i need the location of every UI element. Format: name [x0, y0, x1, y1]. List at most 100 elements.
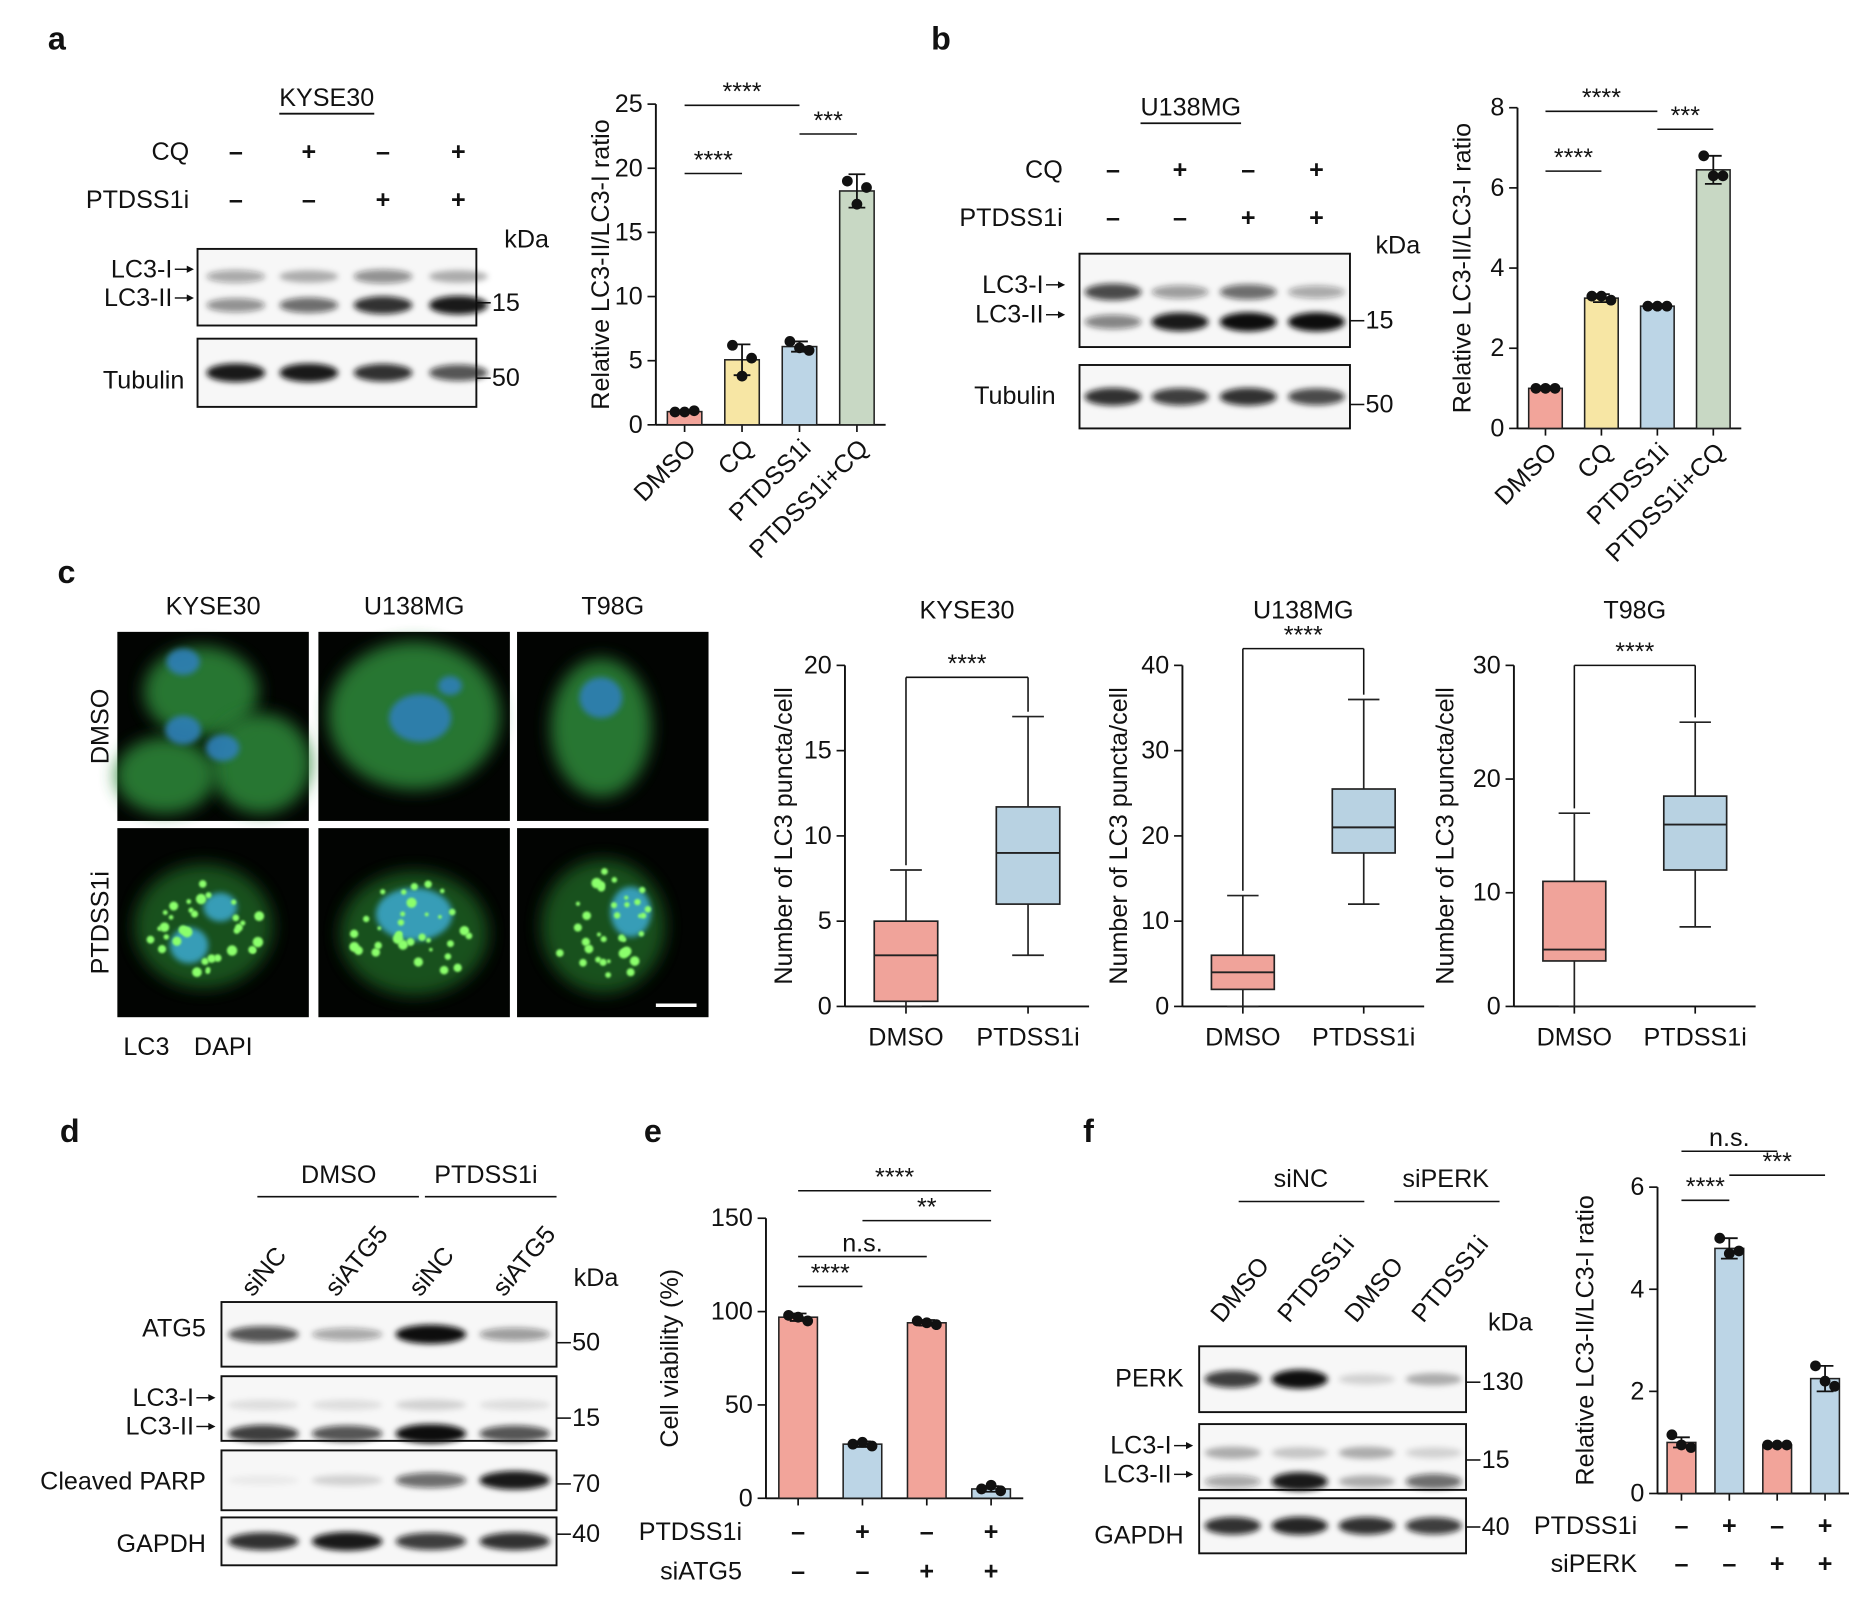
x-tick-label: DMSO [868, 1024, 943, 1052]
lc3-punctum [425, 937, 431, 943]
chart-title: T98G [1603, 596, 1666, 624]
lc3-punctum [392, 933, 404, 945]
lc3-punctum [159, 922, 170, 932]
micrograph-content [114, 646, 312, 814]
lc3-punctum [613, 912, 621, 919]
y-tick-label: 2 [1630, 1377, 1644, 1405]
y-axis-label: Number of LC3 puncta/cell [1105, 687, 1133, 984]
lc3-punctum [448, 908, 456, 916]
y-tick-label: 10 [615, 283, 643, 311]
lc3-punctum [380, 889, 386, 895]
y-tick-label: 0 [1490, 414, 1504, 442]
data-point [1661, 300, 1673, 312]
bar [838, 190, 875, 426]
lc3-punctum [626, 968, 635, 977]
band-label: GAPDH [117, 1530, 206, 1558]
cell-nucleus [610, 886, 652, 938]
data-point [688, 405, 700, 417]
band-label: ATG5 [142, 1314, 206, 1342]
band [1338, 1475, 1395, 1488]
band [206, 363, 266, 383]
bar [1762, 1444, 1793, 1495]
condition-mark: – [1106, 204, 1120, 232]
lc3-punctum [207, 954, 216, 963]
condition-mark: – [1173, 204, 1187, 232]
band [1084, 314, 1142, 330]
x-tick-label: DMSO [1205, 1024, 1280, 1052]
box [1662, 795, 1728, 871]
data-point [1771, 1439, 1783, 1451]
band-label: Cleaved PARP [40, 1468, 206, 1496]
marker-label: 15 [1482, 1446, 1510, 1474]
data-point [1685, 1442, 1697, 1453]
lc3-punctum [397, 919, 405, 926]
blot-bands [228, 1399, 550, 1444]
box [873, 920, 939, 1003]
lc3-punctum [624, 901, 630, 908]
unit-label: kDa [1375, 231, 1420, 259]
condition-mark: + [1818, 1550, 1833, 1578]
blot-frame [1078, 252, 1351, 349]
y-tick-label: 20 [804, 651, 832, 679]
unit-label: kDa [504, 225, 549, 253]
condition-mark: + [1818, 1512, 1833, 1540]
condition-mark: – [1674, 1512, 1688, 1540]
band-arrowhead [1057, 311, 1066, 319]
band [1271, 1516, 1328, 1535]
box [1331, 788, 1396, 854]
data-point [802, 1315, 814, 1327]
band-arrowhead [186, 294, 194, 302]
data-point [857, 1436, 868, 1448]
condition-mark: – [791, 1557, 805, 1585]
lc3-punctum [169, 901, 179, 911]
band [1204, 1516, 1261, 1535]
y-tick-label: 0 [629, 411, 643, 439]
lc3-punctum [205, 969, 211, 974]
significance-label: ** [917, 1193, 937, 1221]
x-tick-label: PTDSS1i [1312, 1024, 1415, 1052]
significance-label: **** [1554, 144, 1593, 172]
lc3-punctum [639, 886, 646, 894]
band [1405, 1517, 1462, 1535]
band [1287, 388, 1345, 406]
data-point [861, 182, 872, 193]
lc3-punctum [605, 972, 612, 978]
lc3-punctum [240, 920, 246, 926]
condition-mark: – [1722, 1550, 1736, 1578]
marker-label: 50 [492, 364, 520, 392]
condition-mark: + [855, 1518, 870, 1546]
blot-bands [228, 1324, 550, 1344]
significance-label: n.s. [842, 1229, 883, 1257]
bar [1809, 1377, 1841, 1495]
y-tick-label: 0 [739, 1484, 753, 1512]
condition-mark: + [1309, 204, 1324, 232]
band [395, 1399, 467, 1411]
data-point [1698, 150, 1710, 162]
micrograph-row: PTDSS1i [87, 871, 115, 974]
data-point [1666, 1429, 1678, 1441]
condition-mark: – [1674, 1550, 1688, 1578]
lc3-punctum [439, 888, 445, 894]
x-tick-label: PTDSS1i [1644, 1024, 1747, 1052]
data-point [1642, 300, 1654, 312]
data-point [1714, 1232, 1726, 1244]
band [395, 1324, 467, 1344]
condition-mark: + [984, 1518, 999, 1546]
condition-mark: + [1722, 1512, 1737, 1540]
lc3-punctum [349, 929, 359, 939]
box [995, 806, 1061, 905]
condition-label: PTDSS1i [1534, 1512, 1637, 1540]
lc3-punctum [157, 944, 167, 954]
y-tick-label: 10 [1141, 907, 1169, 935]
data-point [1819, 1375, 1831, 1387]
blot-title: U138MG [1141, 94, 1242, 122]
condition-mark: – [920, 1518, 934, 1546]
lc3-punctum [573, 923, 582, 932]
lc3-punctum [618, 948, 629, 959]
cell-cytoplasm [210, 713, 312, 814]
lc3-punctum [629, 956, 640, 966]
condition-mark: + [301, 138, 316, 166]
band-arrowhead [208, 1394, 216, 1402]
data-point [1762, 1439, 1773, 1451]
